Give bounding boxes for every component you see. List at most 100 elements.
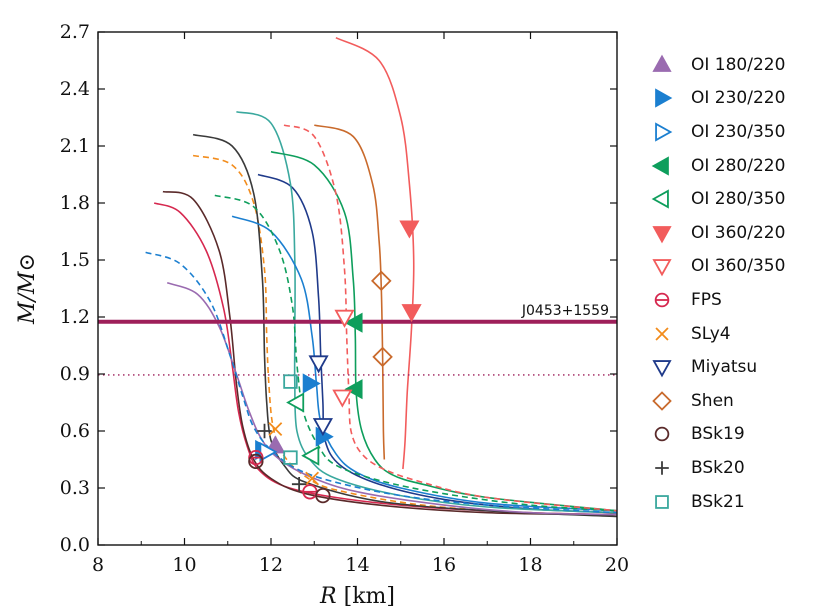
legend-item-oi-360-220: OI 360/220 [645, 216, 825, 250]
legend-label: BSk20 [691, 457, 745, 478]
y-tick-label: 1.8 [60, 192, 90, 214]
y-tick-label: 0.0 [60, 534, 90, 556]
y-tick-label: 1.2 [60, 306, 90, 328]
marker-oi-360-220-2 [401, 304, 422, 323]
x-tick-label: 20 [605, 554, 629, 576]
marker-bsk19-1 [248, 453, 264, 470]
y-tick-label: 0.3 [60, 477, 90, 499]
marker-oi-360-350-2 [332, 389, 353, 408]
marker-oi-280-350-1 [286, 392, 305, 413]
marker-miyatsu-2 [312, 418, 333, 437]
legend-marker-sly4 [655, 326, 669, 341]
series-line-shen [314, 124, 386, 460]
legend-symbol-oi-360-350 [652, 259, 672, 277]
legend-item-miyatsu: Miyatsu [645, 350, 825, 384]
y-tick-label: 0.9 [60, 363, 90, 385]
x-axis-label: R [km] [319, 584, 395, 609]
reference-lines: J0453+1559 [98, 303, 617, 376]
marker-bsk21-1 [283, 374, 298, 389]
marker-bsk21-2 [283, 450, 298, 465]
legend-label: OI 360/220 [691, 222, 786, 243]
legend-symbol-shen [652, 390, 672, 411]
x-axis-unit: [km] [344, 584, 395, 609]
marker-shen-2 [372, 346, 393, 368]
marker-bsk20-1 [257, 423, 272, 439]
y-tick-label: 2.4 [60, 78, 90, 100]
x-tick-label: 8 [92, 554, 104, 576]
marker-bsk20-2 [291, 477, 307, 492]
series-line-oi-360-350 [283, 124, 617, 512]
legend-marker-oi-180-220 [652, 54, 672, 72]
y-tick-label: 0.6 [60, 420, 90, 442]
legend-item-oi-230-350: OI 230/350 [645, 115, 825, 149]
x-tick-label: 18 [518, 554, 542, 576]
legend-symbol-bsk20 [655, 461, 669, 475]
series-line-oi-280-350 [214, 194, 617, 512]
j0453-label: J0453+1559 [521, 303, 609, 319]
legend-marker-miyatsu [652, 360, 672, 378]
series-line-oi-360-220 [335, 36, 415, 470]
legend-symbol-bsk21 [655, 494, 669, 509]
legend-label: OI 180/220 [691, 54, 786, 75]
series-line-bsk21 [236, 111, 617, 514]
legend-label: OI 230/350 [691, 121, 786, 142]
marker-sly4-1 [268, 422, 283, 437]
legend-symbol-oi-280-350 [651, 189, 669, 209]
legend-item-oi-180-220: OI 180/220 [645, 48, 825, 82]
x-tick-label: 12 [259, 554, 283, 576]
marker-miyatsu-1 [308, 355, 329, 374]
legend-symbol-bsk19 [654, 427, 670, 442]
legend-marker-oi-360-350 [652, 259, 672, 277]
y-axis-label: M/M⊙ [15, 253, 40, 325]
series-line-oi-280-220 [270, 150, 617, 512]
marker-oi-280-220-1 [344, 312, 363, 333]
plot-frame [97, 31, 618, 546]
legend-marker-oi-280-220 [651, 155, 669, 176]
y-tick-label: 1.5 [60, 249, 90, 271]
legend-symbol-oi-230-220 [655, 88, 673, 108]
legend-item-bsk21: BSk21 [645, 485, 825, 519]
x-tick-label: 10 [172, 554, 196, 576]
legend-item-shen: Shen [645, 384, 825, 418]
series-line-fps [153, 202, 617, 516]
legend-label: OI 280/220 [691, 155, 786, 176]
legend-label: BSk21 [691, 491, 745, 512]
legend-marker-shen [652, 390, 672, 411]
legend-symbol-oi-280-220 [651, 155, 669, 176]
y-tick-label: 2.1 [60, 135, 90, 157]
axes: 8 10 12 14 16 18 20 0.0 0.3 0.6 0.9 1.2 1.5 1.8 2.1 2.4… [60, 21, 629, 576]
marker-shen-1 [371, 270, 392, 292]
legend-label: FPS [691, 289, 722, 310]
series-lines [145, 36, 617, 518]
legend-label: Miyatsu [691, 357, 758, 378]
legend-item-oi-280-220: OI 280/220 [645, 149, 825, 183]
legend-label: Shen [691, 390, 734, 411]
legend-label: SLy4 [691, 323, 731, 344]
legend-marker-oi-230-220 [655, 88, 673, 108]
legend-label: OI 280/350 [691, 189, 786, 210]
legend-marker-fps [654, 292, 670, 308]
legend-label: OI 360/350 [691, 256, 786, 277]
marker-sly4-2 [305, 471, 320, 486]
legend-marker-bsk21 [655, 494, 669, 509]
marker-oi-280-350-2 [301, 445, 320, 466]
y-tick-label: 2.7 [60, 21, 90, 43]
series-markers [248, 220, 422, 504]
legend-label: BSk19 [691, 424, 745, 445]
legend-marker-bsk19 [654, 427, 670, 442]
legend-item-oi-280-350: OI 280/350 [645, 182, 825, 216]
marker-oi-280-220-2 [344, 379, 363, 400]
legend-symbol-sly4 [655, 326, 669, 341]
legend-marker-oi-280-350 [651, 189, 669, 209]
legend-symbol-fps [654, 292, 670, 308]
marker-bsk19-2 [315, 487, 331, 504]
legend-item-oi-230-220: OI 230/220 [645, 82, 825, 116]
legend-marker-bsk20 [655, 461, 669, 475]
legend-item-sly4: SLy4 [645, 317, 825, 351]
legend-item-bsk19: BSk19 [645, 418, 825, 452]
x-tick-label: 16 [432, 554, 456, 576]
legend-item-oi-360-350: OI 360/350 [645, 250, 825, 284]
legend-symbol-miyatsu [652, 360, 672, 378]
series-line-oi-180-220 [166, 282, 617, 516]
